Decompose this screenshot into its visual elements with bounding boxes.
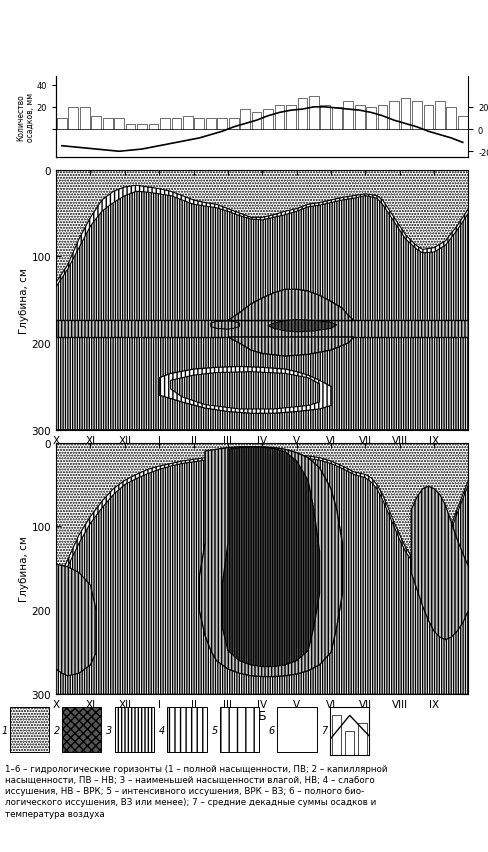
Bar xyxy=(332,107,342,130)
Polygon shape xyxy=(56,458,468,694)
Polygon shape xyxy=(56,321,468,337)
Bar xyxy=(263,110,273,130)
Bar xyxy=(220,707,259,752)
Polygon shape xyxy=(199,447,343,676)
Bar xyxy=(389,102,399,130)
Bar xyxy=(183,117,193,130)
Bar xyxy=(57,118,67,130)
Bar xyxy=(80,107,90,130)
Y-axis label: Количество
осадков, мм: Количество осадков, мм xyxy=(16,93,35,141)
Bar xyxy=(217,118,227,130)
Polygon shape xyxy=(56,186,468,430)
Bar xyxy=(278,707,317,752)
Polygon shape xyxy=(222,447,320,667)
Bar xyxy=(137,124,147,130)
Bar xyxy=(412,102,422,130)
Bar xyxy=(91,117,101,130)
Bar xyxy=(220,707,259,752)
Bar xyxy=(160,118,170,130)
Bar xyxy=(229,118,239,130)
Polygon shape xyxy=(171,372,320,410)
Y-axis label: Глубина, см: Глубина, см xyxy=(19,536,29,602)
Bar xyxy=(378,106,387,130)
Bar xyxy=(114,118,124,130)
Bar xyxy=(126,124,136,130)
Polygon shape xyxy=(56,455,468,694)
Bar xyxy=(10,707,49,752)
Text: 7: 7 xyxy=(322,725,328,735)
Polygon shape xyxy=(228,290,354,321)
Text: 1–6 – гидрологические горизонты (1 – полной насыщенности, ПВ; 2 – капиллярной
на: 1–6 – гидрологические горизонты (1 – пол… xyxy=(5,764,387,818)
Bar xyxy=(298,99,307,130)
Text: 3: 3 xyxy=(106,725,112,735)
Bar xyxy=(167,707,207,752)
Polygon shape xyxy=(268,320,337,332)
Bar xyxy=(167,707,207,752)
Bar xyxy=(366,107,376,130)
Polygon shape xyxy=(56,565,96,676)
Bar xyxy=(10,707,49,752)
Bar xyxy=(435,102,445,130)
Bar xyxy=(424,106,433,130)
Bar xyxy=(103,118,113,130)
Bar xyxy=(321,106,330,130)
Bar xyxy=(252,113,262,130)
Bar xyxy=(447,107,456,130)
Bar xyxy=(344,102,353,130)
Y-axis label: Глубина, см: Глубина, см xyxy=(19,268,29,333)
Bar xyxy=(149,124,158,130)
Bar xyxy=(206,118,216,130)
Bar xyxy=(62,707,102,752)
Bar xyxy=(115,707,154,752)
Bar xyxy=(458,117,468,130)
Bar xyxy=(115,707,154,752)
Bar xyxy=(194,118,204,130)
Text: Б: Б xyxy=(258,710,266,722)
Bar xyxy=(62,707,102,752)
Polygon shape xyxy=(159,367,331,414)
Text: 4: 4 xyxy=(159,725,165,735)
Text: 2: 2 xyxy=(54,725,60,735)
Text: 6: 6 xyxy=(269,725,275,735)
Polygon shape xyxy=(411,486,468,640)
Bar xyxy=(401,99,410,130)
Bar xyxy=(68,107,78,130)
Bar xyxy=(286,106,296,130)
Text: А: А xyxy=(258,446,266,459)
Bar xyxy=(240,110,250,130)
Bar xyxy=(275,106,285,130)
Polygon shape xyxy=(56,192,468,430)
Polygon shape xyxy=(211,321,240,330)
Polygon shape xyxy=(228,337,354,357)
Bar xyxy=(355,106,365,130)
Text: 1: 1 xyxy=(1,725,7,735)
Text: 5: 5 xyxy=(211,725,218,735)
Bar xyxy=(171,118,181,130)
Bar xyxy=(309,96,319,130)
